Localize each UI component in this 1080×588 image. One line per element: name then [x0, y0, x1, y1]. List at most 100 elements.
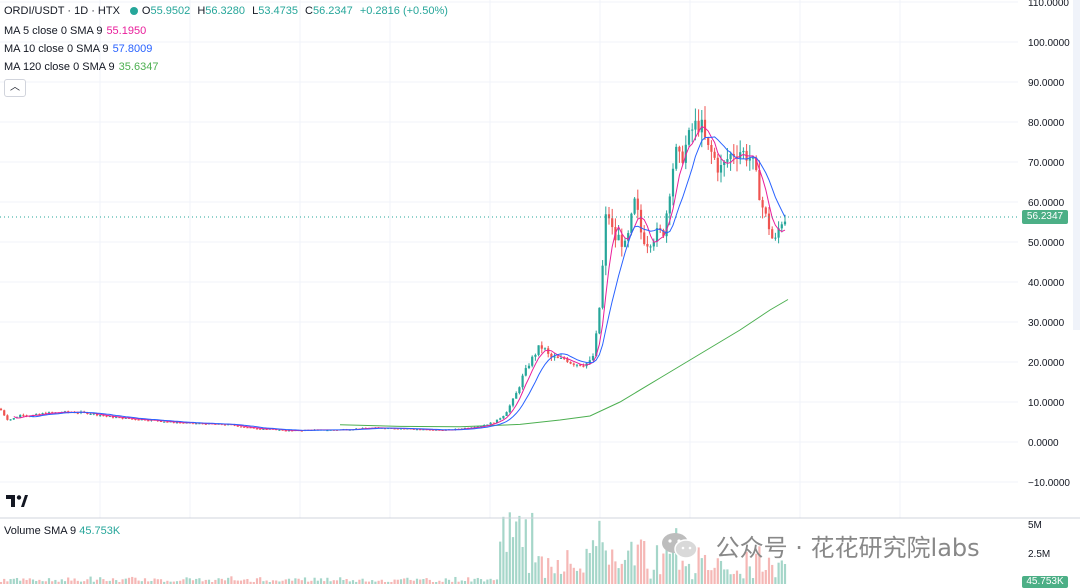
volume-bar — [511, 537, 515, 584]
volume-bar — [687, 563, 691, 584]
candle-body — [179, 422, 182, 424]
volume-bar — [662, 553, 665, 584]
volume-bar — [447, 579, 451, 584]
volume-bar — [444, 578, 447, 584]
candle-body — [595, 333, 598, 356]
volume-bar — [547, 558, 550, 584]
volume-bar — [159, 579, 163, 584]
volume-bar — [755, 553, 758, 584]
candle-body — [118, 417, 121, 419]
volume-bar — [441, 581, 444, 584]
volume-bar — [623, 559, 627, 584]
chart-grid — [0, 0, 1018, 518]
volume-axis-label: 5M — [1028, 520, 1042, 531]
current-price-tag: 56.2347 — [1022, 210, 1068, 224]
candle-body — [735, 156, 739, 159]
candlesticks — [0, 106, 787, 432]
volume-bar — [675, 528, 678, 584]
watermark: 公众号 · 花花研究院labs — [660, 528, 980, 562]
volume-bar — [326, 577, 329, 584]
volume-bar — [700, 558, 703, 584]
indicator-label: MA 120 close 0 SMA 9 — [4, 61, 115, 73]
volume-bar — [92, 581, 95, 584]
volume-bar — [230, 576, 233, 584]
volume-bar — [739, 573, 742, 584]
candle-body — [547, 348, 550, 354]
candle-body — [646, 243, 649, 247]
volume-bar — [579, 568, 582, 584]
volume-bar — [383, 581, 387, 584]
volume-bar — [668, 553, 671, 584]
volume-bar — [550, 566, 553, 584]
candle-body — [713, 151, 716, 158]
candle-body — [783, 221, 787, 225]
volume-bar — [153, 578, 156, 584]
volume-bar — [524, 519, 527, 584]
wechat-icon — [662, 532, 698, 559]
volume-bar — [22, 578, 25, 584]
volume-bar — [614, 561, 617, 584]
volume-bar — [303, 577, 307, 584]
volume-bar — [63, 581, 67, 584]
y-tick-label: 90.0000 — [1028, 78, 1065, 89]
volume-bar — [60, 579, 63, 584]
volume-bar — [236, 580, 239, 584]
volume-bar — [35, 580, 38, 584]
volume-bar — [262, 581, 265, 584]
candle-body — [111, 416, 115, 418]
candle-body — [259, 428, 262, 430]
candle-body — [719, 165, 723, 173]
volume-legend[interactable]: Volume SMA 9 45.753K — [4, 525, 120, 537]
volume-bar — [671, 549, 675, 584]
volume-bar — [38, 579, 41, 584]
volume-bar — [463, 581, 467, 584]
candle-body — [620, 234, 623, 247]
candle-body — [524, 368, 527, 376]
volume-bar — [217, 578, 220, 584]
ohlc-open-label: O — [141, 5, 151, 17]
volume-bar — [377, 580, 380, 584]
candle-body — [505, 412, 508, 416]
volume-bar — [51, 581, 54, 584]
candle-body — [166, 421, 169, 423]
candle-body — [115, 417, 118, 419]
indicator-row-ma5[interactable]: MA 5 close 0 SMA 9 55.1950 — [4, 23, 150, 39]
candle-body — [780, 224, 783, 229]
price-scale-edge[interactable] — [1073, 0, 1080, 330]
candle-body — [265, 428, 268, 430]
collapse-legend-button[interactable]: ︿ — [4, 79, 26, 97]
volume-bar — [569, 563, 572, 584]
candle-body — [569, 361, 572, 364]
volume-bar — [694, 573, 697, 584]
volume-bar — [335, 580, 339, 584]
volume-bar — [508, 512, 511, 584]
candle-body — [92, 413, 95, 415]
volume-bar — [409, 579, 412, 584]
volume-bar — [489, 578, 492, 584]
y-tick-label: 20.0000 — [1028, 358, 1065, 369]
candle-body — [515, 393, 518, 399]
volume-bar — [582, 572, 585, 584]
y-tick-label: 0.0000 — [1028, 438, 1059, 449]
volume-bar — [390, 581, 393, 584]
volume-bar — [393, 579, 396, 584]
volume-bar — [86, 579, 89, 584]
volume-bar — [284, 579, 287, 584]
volume-bar — [771, 564, 774, 584]
candle-body — [527, 365, 531, 369]
volume-bar — [211, 582, 214, 584]
volume-bar — [559, 573, 563, 584]
tradingview-logo-icon[interactable] — [6, 494, 28, 508]
y-tick-label: 80.0000 — [1028, 118, 1065, 129]
indicator-row-ma120[interactable]: MA 120 close 0 SMA 9 35.6347 — [4, 59, 162, 75]
volume-bar — [172, 581, 175, 584]
symbol-title[interactable]: ORDI/USDT · 1D · HTX — [4, 5, 120, 17]
volume-bar — [729, 574, 732, 584]
volume-bar — [703, 554, 707, 584]
candle-body — [652, 241, 655, 247]
volume-bar — [355, 581, 358, 584]
indicator-row-ma10[interactable]: MA 10 close 0 SMA 9 57.8009 — [4, 41, 156, 57]
volume-bar — [617, 568, 620, 584]
volume-bar — [486, 579, 489, 584]
